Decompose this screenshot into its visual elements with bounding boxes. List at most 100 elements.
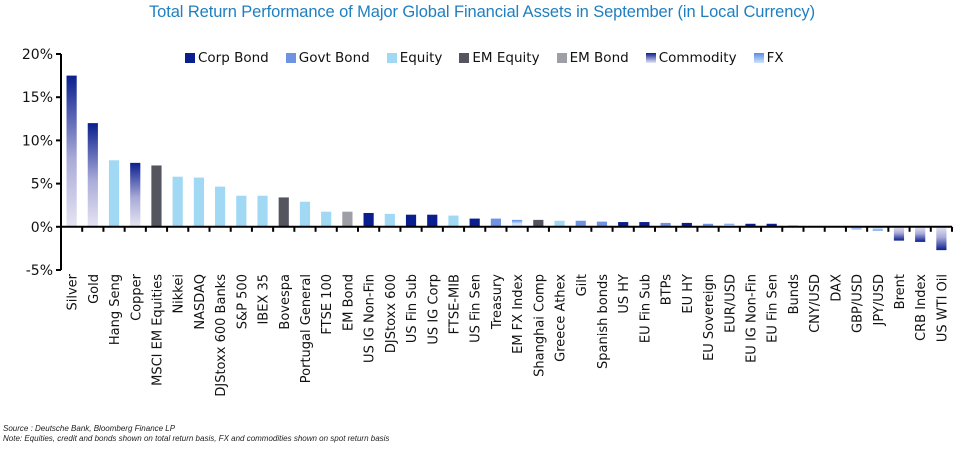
x-tick-label: Copper (129, 273, 144, 321)
bar-gilt (575, 220, 586, 227)
x-tick-label: FTSE 100 (320, 274, 335, 335)
bar-us-fin-sub (405, 214, 417, 227)
legend-swatch-fx (753, 53, 764, 63)
x-tick-label: EUR/USD (723, 274, 738, 333)
legend-item-corp-bond: Corp Bond (185, 50, 269, 66)
y-tick-label: 0% (31, 220, 53, 236)
x-tick-label: S&P 500 (235, 274, 250, 329)
x-tick-label: EM Bond (341, 274, 356, 331)
x-tick-label: Gilt (575, 274, 590, 296)
bar-us-hy (618, 222, 629, 227)
bar-brent (893, 226, 905, 241)
legend-item-equity: Equity (386, 50, 443, 66)
bar-msci-em-equities (151, 165, 162, 227)
chart-footer: Source : Deutsche Bank, Bloomberg Financ… (3, 424, 389, 444)
x-tick-label: DJStoxx 600 Banks (214, 274, 229, 397)
x-tick-label: MSCI EM Equities (150, 274, 165, 386)
bar-s-p-500 (236, 195, 247, 227)
bar-em-fx-index (512, 219, 523, 227)
x-tick-label: US WTI Oil (935, 274, 950, 342)
x-tick-label: Gold (87, 274, 102, 304)
y-tick-label: 20% (22, 47, 53, 63)
x-tick-label: JPY/USD (872, 274, 887, 327)
x-tick-label: EM FX Index (511, 274, 526, 354)
bar-copper (130, 162, 141, 227)
x-tick-label: Greece Athex (554, 274, 569, 362)
y-tick-label: 5% (31, 177, 53, 193)
chart-title: Total Return Performance of Major Global… (149, 3, 815, 21)
bar-nasdaq (193, 177, 204, 227)
chart-legend: Corp Bond Govt Bond Equity EM Equity EM … (185, 50, 784, 66)
bar-eu-sovereign (702, 223, 714, 227)
bar-gold (87, 123, 98, 227)
y-tick-label: 10% (22, 133, 53, 149)
legend-swatch-em-bond (556, 53, 567, 63)
x-tick-label: Portugal General (299, 274, 314, 383)
bar-jpy-usd (872, 226, 883, 231)
legend-item-em-bond: EM Bond (556, 50, 629, 66)
bars-group (66, 75, 947, 251)
legend-label: EM Equity (472, 50, 540, 66)
bar-spanish-bonds (596, 221, 608, 227)
legend-label: Govt Bond (298, 50, 370, 66)
bar-us-fin-sen (469, 218, 480, 227)
bar-chart: -5% 0% 5% 10% 15% 20% Silver Gold Hang Seng Copp… (22, 47, 953, 397)
x-tick-label: Bovespa (278, 274, 293, 330)
x-tick-labels: Silver Gold Hang Seng Copper MSCI EM Equitie… (66, 273, 951, 396)
bar-ibex-35 (257, 195, 268, 227)
legend-item-commodity: Commodity (645, 50, 737, 66)
x-tick-label: Bunds (787, 274, 802, 315)
x-tick-label: Shanghai Comp (532, 274, 547, 377)
bar-eur-usd (724, 223, 735, 227)
bar-em-bond (342, 211, 353, 227)
y-tick-label: 15% (22, 90, 53, 106)
bar-gbp-usd (851, 226, 862, 230)
legend-item-govt-bond: Govt Bond (285, 50, 370, 66)
x-tick-label: Spanish bonds (596, 274, 611, 369)
x-tick-label: EU Fin Sen (766, 274, 781, 343)
bar-eu-fin-sub (639, 222, 650, 227)
legend-label: FX (766, 50, 784, 66)
legend-swatch-equity (386, 53, 397, 63)
bar-treasury (490, 218, 501, 227)
x-tick-label: DJStoxx 600 (384, 274, 399, 353)
bar-silver (66, 75, 77, 227)
bar-us-ig-corp (427, 214, 438, 227)
bar-hang-seng (108, 160, 120, 227)
bar-djstoxx-600-banks (215, 186, 226, 227)
x-tick-label: CNY/USD (808, 274, 823, 333)
legend-item-em-equity: EM Equity (459, 50, 540, 66)
bar-eu-hy (681, 222, 692, 227)
x-tick-label: Hang Seng (108, 274, 123, 345)
bar-djstoxx-600 (384, 213, 395, 227)
x-tick-label: Treasury (490, 274, 505, 330)
methodology-note: Note: Equities, credit and bonds shown o… (3, 434, 390, 443)
x-tick-label: GBP/USD (851, 274, 866, 333)
legend-label: Equity (399, 50, 443, 66)
bar-us-wti-oil (936, 226, 947, 251)
bar-eu-fin-sen (766, 223, 777, 227)
y-tick-label: -5% (26, 263, 53, 279)
x-tick-label: US HY (617, 274, 632, 314)
bar-portugal-general (299, 201, 311, 227)
x-tick-label: IBEX 35 (257, 274, 272, 325)
legend-swatch-commodity (645, 53, 656, 63)
bar-crb-index (915, 226, 926, 242)
x-tick-label: NASDAQ (193, 274, 208, 330)
x-tick-label: FTSE-MIB (447, 274, 462, 334)
legend-label: Corp Bond (198, 50, 269, 66)
x-tick-label: DAX (829, 274, 844, 302)
bar-ftse-100 (321, 211, 332, 227)
legend-swatch-em-equity (459, 53, 470, 63)
bar-bovespa (278, 197, 289, 227)
x-tick-label: Nikkei (172, 274, 187, 314)
bar-eu-ig-non-fin (745, 223, 756, 227)
bar-ftse-mib (448, 215, 459, 227)
x-tick-label: EU Fin Sub (638, 274, 653, 343)
x-tick-label: BTPs (660, 274, 675, 305)
legend-item-fx: FX (753, 50, 784, 66)
legend-label: EM Bond (569, 50, 629, 66)
bar-btps (660, 222, 671, 227)
x-tick-label: Silver (66, 273, 81, 310)
x-tick-label: EU IG Non-Fin (744, 274, 759, 363)
